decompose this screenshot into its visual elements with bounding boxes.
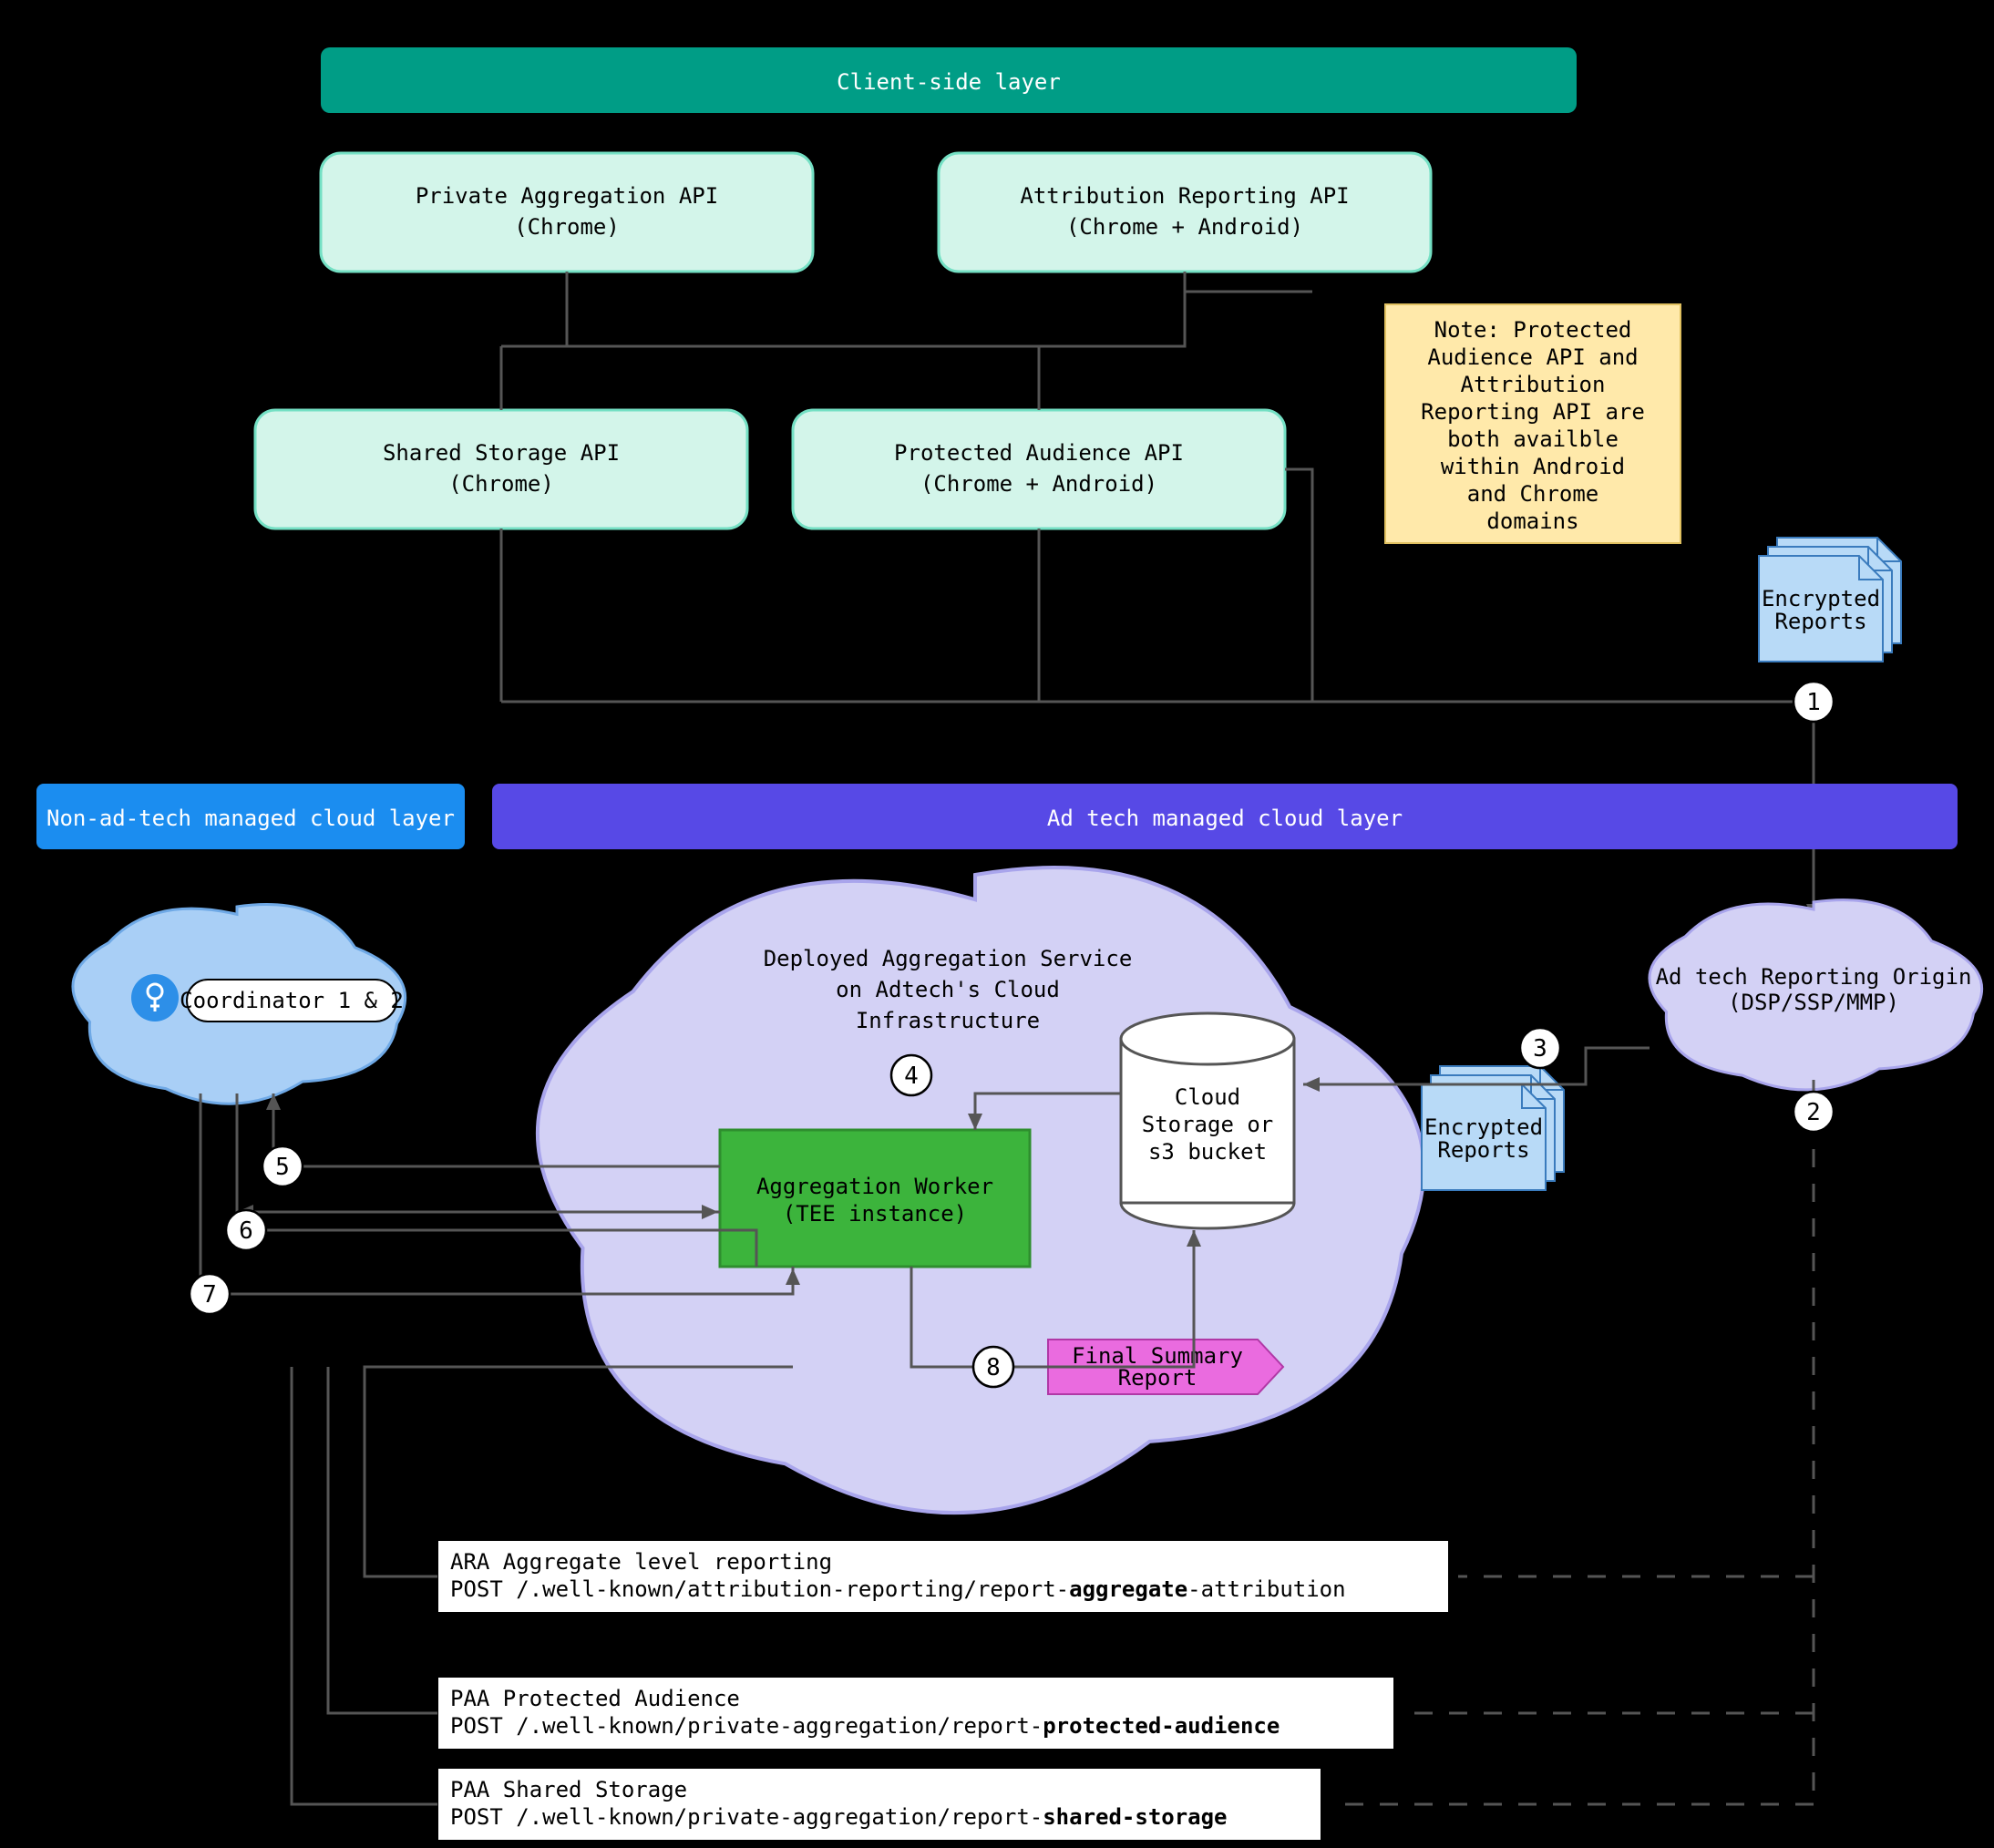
step-3-label: 3 bbox=[1533, 1035, 1547, 1063]
big-cloud-l3: Infrastructure bbox=[856, 1008, 1040, 1033]
encrypted-reports-top-l2: Reports bbox=[1774, 609, 1866, 634]
coordinator-label: Coordinator 1 & 2 bbox=[180, 988, 404, 1013]
encrypted-reports-mid-l2: Reports bbox=[1437, 1137, 1529, 1163]
encrypted-reports-top-l1: Encrypted bbox=[1762, 586, 1880, 611]
ss-box-l2: (Chrome) bbox=[448, 471, 554, 497]
note-l3: Attribution bbox=[1461, 372, 1606, 397]
step-7-label: 7 bbox=[202, 1281, 217, 1309]
ara-box-l1: Attribution Reporting API bbox=[1020, 183, 1349, 209]
conn-top bbox=[501, 272, 1185, 410]
note-l1: Note: Protected bbox=[1434, 317, 1632, 343]
adtech-label: Ad tech managed cloud layer bbox=[1047, 806, 1403, 831]
note-l5: both availble bbox=[1447, 426, 1619, 452]
big-cloud-l1: Deployed Aggregation Service bbox=[764, 946, 1133, 971]
step-5-label: 5 bbox=[275, 1154, 290, 1181]
step-1-label: 1 bbox=[1806, 689, 1821, 716]
note-l2: Audience API and bbox=[1427, 344, 1638, 370]
cloud-storage-icon bbox=[1121, 1013, 1294, 1064]
step-8-label: 8 bbox=[986, 1354, 1001, 1381]
ppa-endpoint-path: POST /.well-known/private-aggregation/re… bbox=[450, 1713, 1280, 1739]
paa-box-l1: Private Aggregation API bbox=[416, 183, 718, 209]
ara-endpoint-title: ARA Aggregate level reporting bbox=[450, 1549, 832, 1575]
final-l2: Report bbox=[1118, 1365, 1197, 1391]
big-cloud-l2: on Adtech's Cloud bbox=[836, 977, 1060, 1002]
ss-box bbox=[255, 410, 747, 529]
tee-l2: (TEE instance) bbox=[783, 1201, 967, 1227]
ara-box bbox=[939, 153, 1431, 272]
ss-box-l1: Shared Storage API bbox=[383, 440, 620, 466]
pss-endpoint-path: POST /.well-known/private-aggregation/re… bbox=[450, 1804, 1228, 1830]
storage-l3: s3 bucket bbox=[1148, 1139, 1267, 1165]
pss-endpoint-title: PAA Shared Storage bbox=[450, 1777, 687, 1802]
note-l6: within Android bbox=[1441, 454, 1625, 479]
client-side-header-label: Client-side layer bbox=[837, 69, 1061, 95]
pa-box bbox=[793, 410, 1285, 529]
ara-box-l2: (Chrome + Android) bbox=[1066, 214, 1303, 240]
step-4-label: 4 bbox=[904, 1063, 919, 1090]
note-l8: domains bbox=[1486, 508, 1578, 534]
note-l7: and Chrome bbox=[1467, 481, 1599, 507]
step-6-label: 6 bbox=[239, 1217, 253, 1245]
storage-l2: Storage or bbox=[1142, 1112, 1274, 1137]
ara-endpoint-path: POST /.well-known/attribution-reporting/… bbox=[450, 1576, 1346, 1602]
origin-l1: Ad tech Reporting Origin bbox=[1656, 964, 1972, 990]
non-adtech-label: Non-ad-tech managed cloud layer bbox=[46, 806, 455, 831]
ppa-endpoint-title: PAA Protected Audience bbox=[450, 1686, 740, 1711]
tee-l1: Aggregation Worker bbox=[756, 1174, 993, 1199]
pa-box-l2: (Chrome + Android) bbox=[920, 471, 1157, 497]
step-2-label: 2 bbox=[1806, 1099, 1821, 1126]
origin-l2: (DSP/SSP/MMP) bbox=[1728, 990, 1899, 1015]
pa-box-l1: Protected Audience API bbox=[894, 440, 1184, 466]
note-l4: Reporting API are bbox=[1421, 399, 1645, 425]
encrypted-reports-mid-l1: Encrypted bbox=[1424, 1114, 1543, 1140]
paa-box-l2: (Chrome) bbox=[514, 214, 620, 240]
paa-box bbox=[321, 153, 813, 272]
storage-l1: Cloud bbox=[1175, 1084, 1240, 1110]
